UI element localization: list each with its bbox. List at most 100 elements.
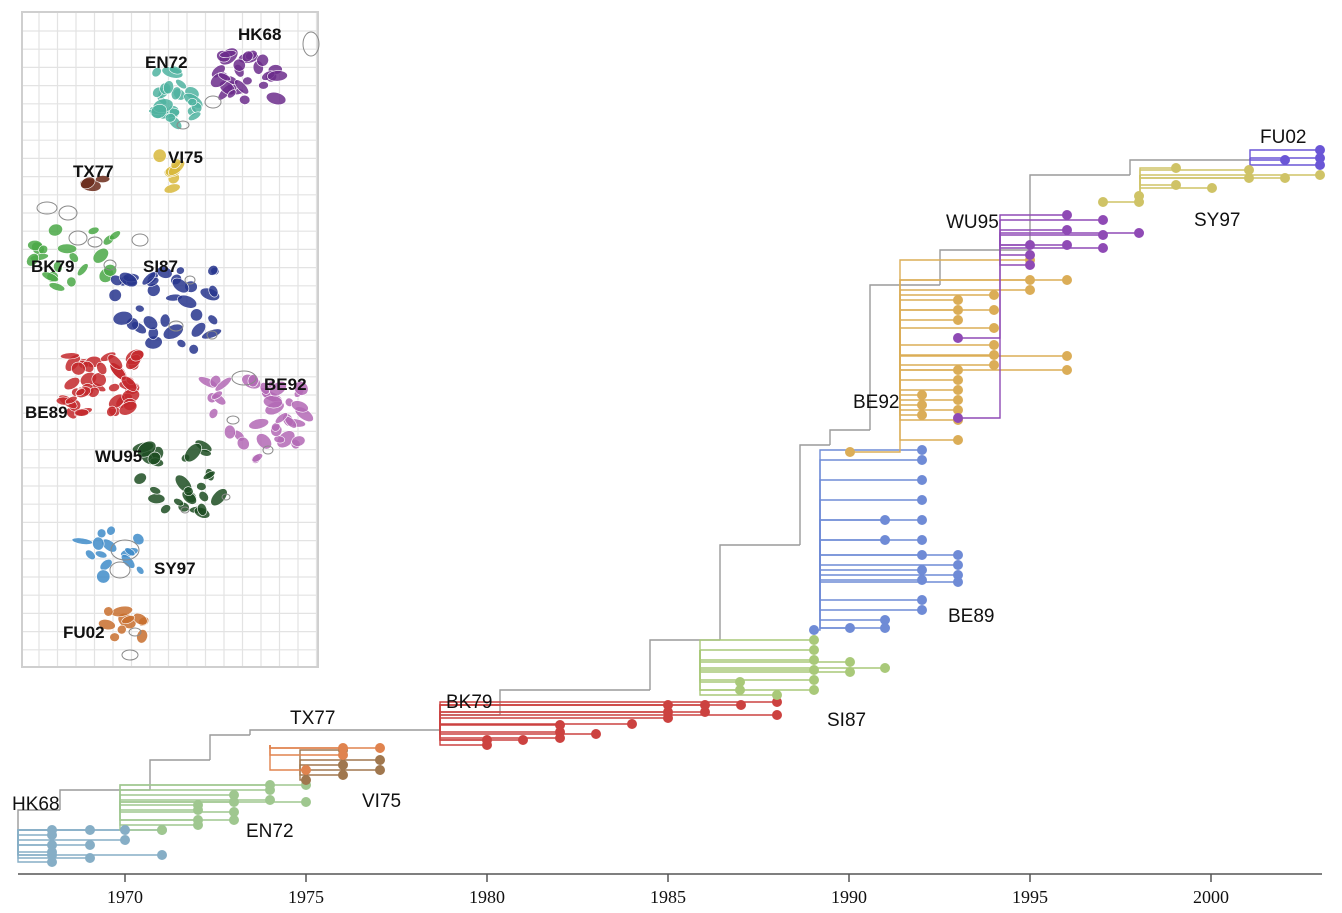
tree-tip (953, 413, 963, 423)
tree-tip (809, 665, 819, 675)
tree-tip (917, 455, 927, 465)
tree-tip (953, 550, 963, 560)
map-point (152, 148, 167, 163)
tree-tip (989, 350, 999, 360)
clade-label-bk79: BK79 (446, 692, 492, 713)
tree-tip (917, 475, 927, 485)
map-point-outline (109, 561, 131, 579)
tree-tip (917, 410, 927, 420)
map-point (269, 380, 287, 397)
axis-ticks: 1970 1975 1980 1985 1990 1995 2000 (107, 874, 1229, 907)
axis-tick-label: 1985 (650, 887, 686, 907)
map-point (96, 528, 107, 539)
map-point (163, 183, 181, 194)
map-point (150, 104, 168, 119)
tree-branch-backbone (829, 429, 870, 445)
map-point (290, 400, 309, 413)
map-point (248, 418, 269, 430)
tree-tip (953, 375, 963, 385)
tree-tip (772, 690, 782, 700)
map-point (232, 58, 246, 72)
map-point (202, 470, 216, 480)
map-point (96, 361, 108, 375)
tree-branch (299, 749, 343, 770)
tree-tip (663, 713, 673, 723)
map-point (183, 486, 194, 496)
tree-tip (301, 765, 311, 775)
tree-tip (1062, 275, 1072, 285)
map-point (267, 70, 288, 82)
map-point (234, 79, 249, 95)
map-point (99, 558, 113, 571)
tree-tip (47, 825, 57, 835)
tree-tip (1025, 250, 1035, 260)
map-point (48, 223, 63, 237)
tree-tip (772, 710, 782, 720)
tree-branch (17, 834, 52, 840)
map-point (136, 629, 148, 644)
tree-tip (265, 795, 275, 805)
map-point-outline (221, 493, 231, 501)
map-point (163, 80, 174, 95)
tree-tip (1207, 183, 1217, 193)
tree-tip (989, 340, 999, 350)
map-point (201, 328, 222, 340)
map-point-outline (87, 236, 103, 248)
tree-tip (1171, 163, 1181, 173)
tree-tip (1025, 285, 1035, 295)
tree-tip (85, 853, 95, 863)
map-point (227, 89, 237, 99)
clade-label-be92: BE92 (853, 392, 899, 413)
tree-branch (269, 745, 380, 749)
map-point (98, 619, 116, 631)
map-point-outline (58, 205, 78, 221)
tree-tip (989, 360, 999, 370)
tree-branch (819, 545, 922, 556)
tree-branch (899, 279, 1030, 400)
map-point (108, 383, 120, 392)
map-point (60, 352, 80, 360)
tree-tip (157, 850, 167, 860)
tree-tip (917, 550, 927, 560)
map-point (121, 615, 136, 625)
clade-label-vi75: VI75 (362, 791, 401, 812)
map-point (41, 271, 59, 283)
map-point (251, 453, 263, 463)
tree-branch (699, 650, 885, 669)
map-point (141, 271, 157, 286)
tree-branch (269, 745, 306, 771)
tree-tip (917, 565, 927, 575)
map-point (293, 381, 309, 396)
tree-tip (989, 290, 999, 300)
tree-tip (1315, 160, 1325, 170)
tree-branch (899, 327, 994, 400)
map-point-outline (68, 230, 88, 246)
map-point (132, 612, 148, 626)
tree-tip (809, 645, 819, 655)
tree-branch (819, 449, 922, 545)
tree-tip (953, 385, 963, 395)
time-axis: 1970 1975 1980 1985 1990 1995 2000 (18, 873, 1322, 907)
map-point (133, 472, 147, 485)
tree-tip (1315, 145, 1325, 155)
map-point-outline (226, 415, 240, 425)
clade-label-tx77: TX77 (290, 708, 335, 729)
tree-branch (1139, 169, 1249, 175)
tree-branch-backbone (799, 444, 830, 545)
map-point (107, 354, 123, 370)
tree-branch (1249, 158, 1320, 166)
tree-tip (953, 365, 963, 375)
tree-tip (47, 850, 57, 860)
tree-tip (880, 663, 890, 673)
tree-branch (17, 840, 52, 856)
tree-tip (953, 395, 963, 405)
tree-tip (953, 315, 963, 325)
map-point (66, 276, 77, 288)
tree-tip (1062, 240, 1072, 250)
tree-tip (338, 760, 348, 770)
map-label-be92: BE92 (264, 375, 307, 394)
clade-labels: HK68 EN72 VI75 TX77 BK79 SI87 BE89 BE92 … (12, 127, 1306, 842)
tree-branch-backbone (209, 734, 250, 760)
tree-tip (627, 719, 637, 729)
tree-branch-backbone (249, 729, 440, 735)
